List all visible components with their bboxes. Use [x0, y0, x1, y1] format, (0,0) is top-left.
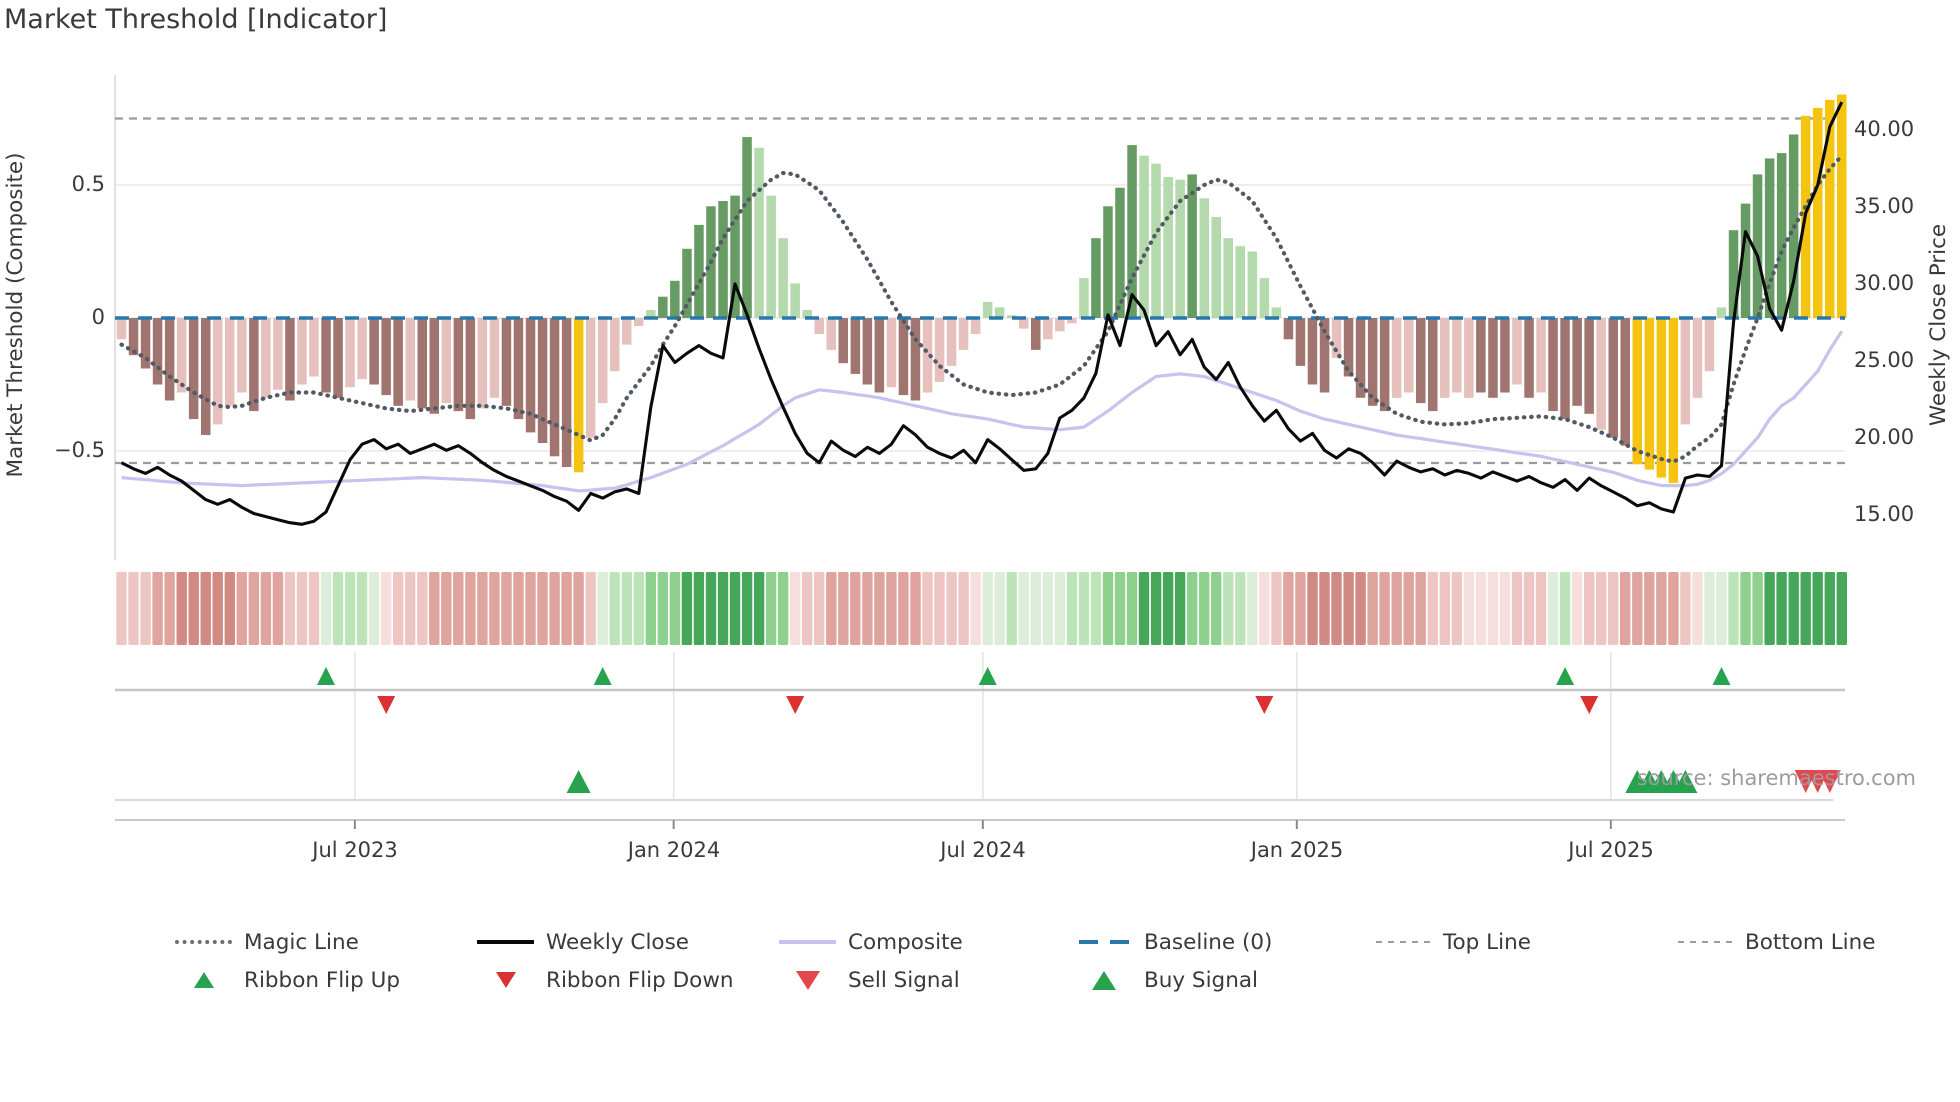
legend-label: Baseline (0): [1144, 929, 1273, 955]
magic-line-swatch: [175, 940, 232, 944]
right-axis-tick: 30.00: [1854, 271, 1915, 295]
legend-label: Magic Line: [244, 929, 359, 955]
right-axis-tick: 40.00: [1854, 117, 1915, 141]
weekly-close-swatch: [477, 940, 534, 944]
legend-item-weekly-close: Weekly Close: [477, 928, 689, 956]
triangle-up-icon: [1091, 970, 1116, 990]
flip-down-swatch: [477, 972, 534, 988]
legend-label: Buy Signal: [1144, 967, 1258, 993]
legend-label: Ribbon Flip Up: [244, 967, 401, 993]
right-axis-tick: 15.00: [1854, 502, 1915, 526]
right-axis-tick: 25.00: [1854, 348, 1915, 372]
right-axis-label: Weekly Close Price: [1926, 223, 1951, 427]
composite-swatch: [779, 940, 836, 944]
page-title: Market Threshold [Indicator]: [4, 4, 388, 35]
dotted-line-icon: [175, 940, 232, 944]
legend-item-bottom-line: Bottom Line: [1676, 928, 1876, 956]
sell-signal-swatch: [779, 970, 836, 990]
triangle-down-icon: [795, 970, 820, 990]
left-axis-tick: 0.5: [71, 172, 105, 196]
legend-item-top-line: Top Line: [1374, 928, 1531, 956]
legend-item-composite: Composite: [779, 928, 963, 956]
dashed-line-icon: [1078, 940, 1129, 944]
dashed-line-icon: [1677, 941, 1732, 943]
legend-item-magic-line: Magic Line: [175, 928, 359, 956]
legend-item-ribbon-flip-down: Ribbon Flip Down: [477, 966, 734, 994]
x-axis-tick: Jul 2023: [312, 838, 398, 862]
solid-line-icon: [779, 940, 836, 944]
legend-label: Composite: [848, 929, 963, 955]
buy-signal-swatch: [1075, 970, 1132, 990]
legend-label: Sell Signal: [848, 967, 960, 993]
left-axis-tick: −0.5: [54, 438, 105, 462]
legend-label: Weekly Close: [546, 929, 690, 955]
triangle-down-icon: [495, 972, 516, 988]
left-axis-tick: 0: [91, 305, 105, 329]
x-axis-tick: Jan 2024: [627, 838, 721, 862]
right-axis-tick: 35.00: [1854, 194, 1915, 218]
x-axis-tick: Jul 2024: [940, 838, 1026, 862]
legend-item-sell-signal: Sell Signal: [779, 966, 960, 994]
bottom-line-swatch: [1676, 941, 1733, 943]
legend-item-baseline: Baseline (0): [1075, 928, 1272, 956]
top-line-swatch: [1374, 941, 1431, 943]
x-axis-tick: Jul 2025: [1568, 838, 1654, 862]
right-axis-tick: 20.00: [1854, 425, 1915, 449]
dashed-line-icon: [1375, 941, 1430, 943]
flip-up-swatch: [175, 972, 232, 988]
triangle-up-icon: [193, 972, 214, 988]
solid-line-icon: [477, 940, 534, 944]
legend-item-ribbon-flip-up: Ribbon Flip Up: [175, 966, 400, 994]
legend-label: Top Line: [1443, 929, 1531, 955]
left-axis-label: Market Threshold (Composite): [3, 152, 28, 478]
legend-label: Bottom Line: [1745, 929, 1876, 955]
legend-label: Ribbon Flip Down: [546, 967, 734, 993]
x-axis-tick: Jan 2025: [1250, 838, 1344, 862]
source-attribution: source: sharemaestro.com: [1636, 766, 1916, 790]
baseline-swatch: [1075, 940, 1132, 944]
legend-item-buy-signal: Buy Signal: [1075, 966, 1258, 994]
